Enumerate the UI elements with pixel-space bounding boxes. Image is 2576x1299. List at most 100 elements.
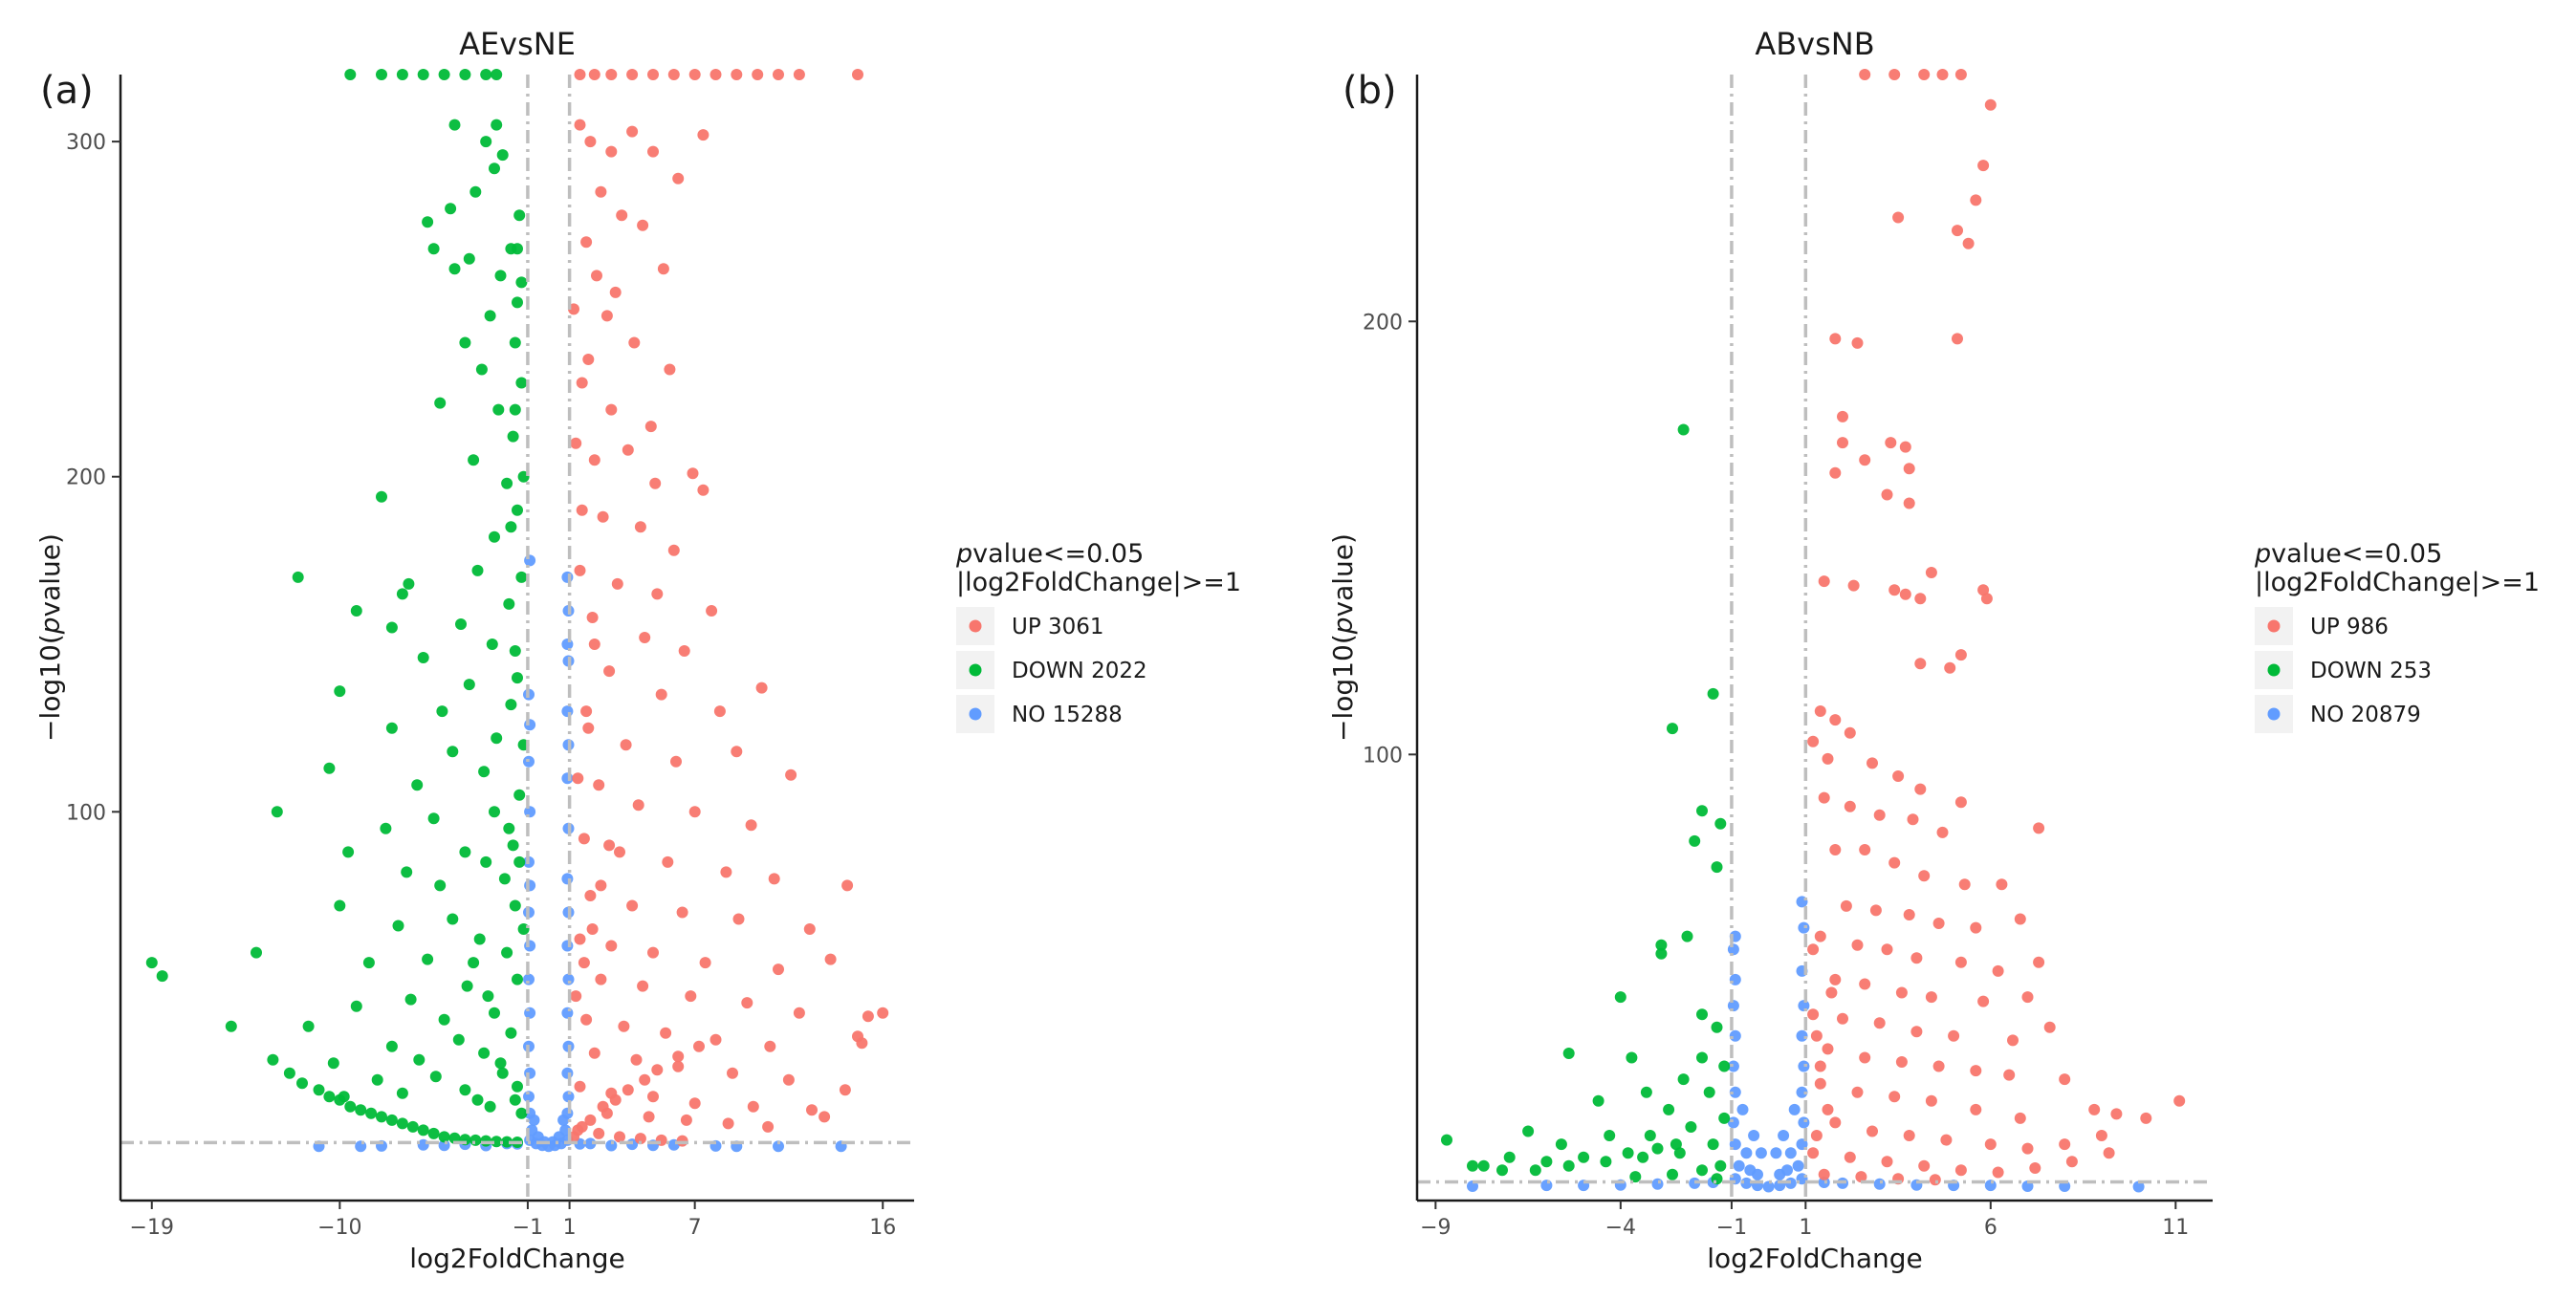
point-up: [1818, 575, 1830, 588]
point-down: [513, 855, 526, 868]
point-down: [489, 530, 500, 543]
point-down: [342, 846, 355, 858]
point-no: [524, 879, 536, 892]
point-down: [478, 766, 491, 778]
point-down: [1663, 1103, 1675, 1115]
point-down: [427, 812, 440, 825]
point-down: [404, 993, 417, 1006]
legend-title-a-line1: pvalue<=0.05: [955, 539, 1144, 569]
point-up: [1881, 1156, 1893, 1168]
point-down: [468, 454, 480, 466]
point-up: [1918, 870, 1931, 882]
point-down: [292, 571, 304, 583]
point-no: [561, 639, 574, 650]
point-up: [580, 1013, 593, 1026]
point-no: [1733, 1159, 1745, 1172]
points-a: [145, 69, 889, 1153]
point-up: [1859, 844, 1871, 855]
point-up: [586, 923, 599, 935]
legend-key-dot-down: [969, 663, 982, 677]
point-up: [741, 997, 753, 1009]
point-up: [580, 236, 593, 249]
point-up: [1888, 69, 1901, 80]
point-up: [1918, 1159, 1931, 1172]
point-up: [1847, 579, 1860, 592]
point-down: [501, 1136, 513, 1148]
point-up: [1936, 826, 1949, 838]
legend-title-a-line2: |log2FoldChange|>=1: [956, 568, 1241, 597]
point-up: [584, 1114, 597, 1126]
legend-title-a-text: value<=0.05: [972, 539, 1144, 569]
point-down: [1622, 1147, 1634, 1159]
point-up: [1954, 956, 1967, 968]
point-down: [471, 1093, 484, 1106]
legend-label-up: UP 986: [2310, 615, 2389, 639]
point-down: [436, 705, 448, 718]
point-no: [561, 1107, 574, 1119]
point-down: [1592, 1094, 1605, 1107]
point-no: [524, 1007, 536, 1019]
point-down: [344, 1100, 357, 1113]
point-up: [727, 1067, 738, 1079]
point-down: [484, 1100, 496, 1113]
point-up: [1814, 705, 1826, 717]
point-up: [591, 270, 602, 282]
point-down: [489, 1007, 500, 1019]
point-no: [524, 1067, 536, 1079]
point-down: [491, 1136, 503, 1148]
point-up: [1888, 856, 1901, 869]
point-down: [512, 504, 523, 516]
point-up: [1844, 726, 1856, 739]
point-down: [503, 822, 515, 834]
point-up: [614, 1131, 625, 1143]
legend-label-down: DOWN 253: [2310, 659, 2432, 683]
point-down: [468, 957, 480, 969]
point-down: [1667, 723, 1678, 735]
point-no: [524, 719, 536, 731]
point-up: [1829, 844, 1842, 855]
y-tick-label: 100: [1363, 744, 1403, 768]
point-up: [773, 963, 784, 976]
point-up: [793, 1007, 805, 1019]
point-down: [271, 806, 283, 818]
point-up: [1867, 1125, 1878, 1137]
point-down: [475, 363, 488, 376]
point-up: [570, 990, 582, 1003]
point-no: [584, 1137, 597, 1150]
point-up: [2003, 1069, 2016, 1081]
point-up: [672, 172, 685, 184]
point-up: [605, 69, 618, 80]
point-up: [1851, 1086, 1864, 1098]
point-up: [1822, 1103, 1834, 1115]
x-tick-label: −1: [513, 1216, 543, 1240]
point-down: [1477, 1159, 1490, 1172]
point-up: [1837, 1012, 1848, 1025]
point-down: [1667, 1168, 1678, 1180]
point-down: [413, 1053, 426, 1066]
point-up: [1844, 800, 1856, 812]
point-down: [505, 1027, 517, 1039]
point-down: [323, 762, 336, 774]
point-up: [622, 1084, 634, 1096]
plot-area-a: −19 −10 −1 1 7 16 100 200 300: [66, 69, 914, 1240]
point-down: [515, 1107, 528, 1119]
point-up: [655, 1134, 667, 1146]
point-up: [1859, 69, 1871, 80]
point-no: [562, 973, 575, 985]
point-down: [385, 1114, 398, 1126]
point-up: [755, 682, 768, 694]
point-down: [1714, 1159, 1727, 1172]
point-down: [1522, 1125, 1535, 1137]
point-down: [513, 209, 526, 222]
point-down: [1711, 861, 1723, 874]
point-down: [496, 149, 509, 162]
point-up: [1810, 1029, 1823, 1042]
legend-b: pvalue<=0.05 |log2FoldChange|>=1 UP 986 D…: [2254, 539, 2540, 733]
legend-label-no: NO 15288: [1012, 703, 1123, 727]
point-up: [667, 69, 680, 80]
y-ticks-b: 100 200: [1363, 311, 1417, 768]
point-up: [852, 69, 863, 80]
point-up: [782, 1073, 795, 1086]
point-down: [482, 990, 494, 1003]
point-up: [747, 1100, 759, 1113]
